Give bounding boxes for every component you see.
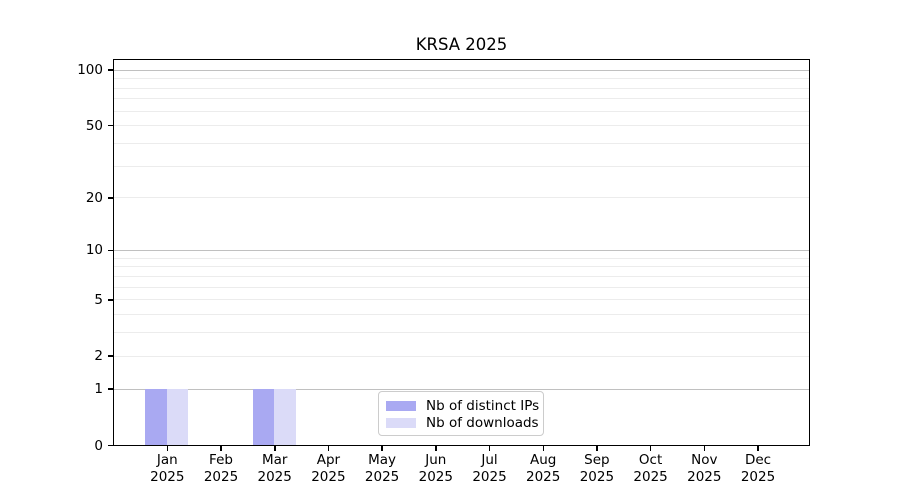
gridline-minor (114, 332, 809, 334)
x-axis-tick-label: Dec 2025 (740, 452, 776, 485)
gridline-minor (114, 87, 809, 89)
y-axis-tick-label: 100 (77, 62, 103, 79)
plot-area: Nb of distinct IPs Nb of downloads (113, 59, 810, 446)
gridline-minor (114, 286, 809, 288)
x-axis-tick-label: Oct 2025 (633, 452, 668, 485)
x-tick-mark (649, 446, 652, 451)
y-tick-mark (108, 299, 113, 301)
y-axis-tick-label: 50 (85, 117, 103, 134)
x-axis-tick-label: Jan 2025 (150, 452, 185, 485)
gridline-minor (114, 165, 809, 167)
bar-nb-of-distinct-ips-mar-2025 (252, 388, 275, 445)
x-axis-tick-label: Apr 2025 (311, 452, 346, 485)
y-tick-mark (108, 124, 113, 127)
gridline-minor (114, 299, 809, 301)
x-axis-tick-label: Feb 2025 (203, 452, 239, 485)
bar-nb-of-distinct-ips-jan-2025 (145, 388, 167, 445)
y-axis-tick-label: 5 (94, 291, 103, 308)
gridline-minor (114, 257, 809, 259)
x-axis-tick-label: May 2025 (364, 452, 400, 485)
gridline-minor (114, 78, 809, 80)
x-tick-mark (488, 446, 491, 451)
gridline-minor (114, 355, 809, 357)
y-tick-mark (108, 197, 113, 199)
y-axis-tick-label: 20 (85, 189, 103, 206)
legend-item-downloads: Nb of downloads (386, 414, 539, 431)
gridline-minor (114, 197, 809, 199)
gridline-major (114, 69, 809, 71)
x-axis-tick-label: Nov 2025 (687, 452, 722, 485)
y-axis-tick-label: 0 (94, 437, 103, 454)
y-tick-mark (108, 444, 113, 447)
gridline-minor (114, 98, 809, 100)
x-axis-tick-label: Jul 2025 (472, 452, 507, 485)
bar-nb-of-downloads-mar-2025 (274, 388, 296, 445)
gridline-major (114, 388, 809, 390)
x-tick-mark (327, 446, 330, 451)
gridline-minor (114, 275, 809, 277)
y-tick-mark (108, 388, 113, 390)
x-tick-mark (166, 446, 169, 451)
x-axis-tick-label: Mar 2025 (257, 452, 292, 485)
gridline-minor (114, 266, 809, 268)
x-tick-mark (757, 446, 759, 451)
y-axis-tick-label: 10 (85, 242, 103, 259)
chart-title: KRSA 2025 (415, 35, 508, 54)
x-axis-tick-label: Jun 2025 (418, 452, 453, 485)
x-tick-mark (274, 446, 276, 451)
gridline-minor (114, 110, 809, 112)
legend-swatch-downloads (386, 417, 416, 428)
y-axis-tick-label: 1 (94, 381, 103, 398)
x-tick-mark (435, 446, 437, 451)
legend-label-distinct-ips: Nb of distinct IPs (426, 397, 540, 414)
gridline-minor (114, 314, 809, 316)
y-axis-tick-label: 2 (94, 348, 103, 365)
bar-nb-of-downloads-jan-2025 (166, 388, 189, 445)
x-axis-tick-label: Aug 2025 (526, 452, 561, 485)
gridline-minor (114, 125, 809, 127)
x-tick-mark (220, 446, 222, 451)
gridline-major (114, 249, 809, 251)
x-tick-mark (596, 446, 598, 451)
legend-swatch-distinct-ips (386, 400, 416, 411)
x-axis-tick-label: Sep 2025 (579, 452, 615, 485)
legend-item-distinct-ips: Nb of distinct IPs (386, 397, 540, 414)
y-tick-mark (108, 69, 113, 71)
legend: Nb of distinct IPs Nb of downloads (378, 391, 544, 436)
gridline-minor (114, 142, 809, 144)
y-tick-mark (108, 249, 113, 252)
legend-label-downloads: Nb of downloads (426, 414, 539, 431)
x-tick-mark (542, 446, 544, 451)
x-tick-mark (703, 446, 705, 451)
y-tick-mark (108, 355, 113, 357)
x-tick-mark (381, 446, 383, 451)
